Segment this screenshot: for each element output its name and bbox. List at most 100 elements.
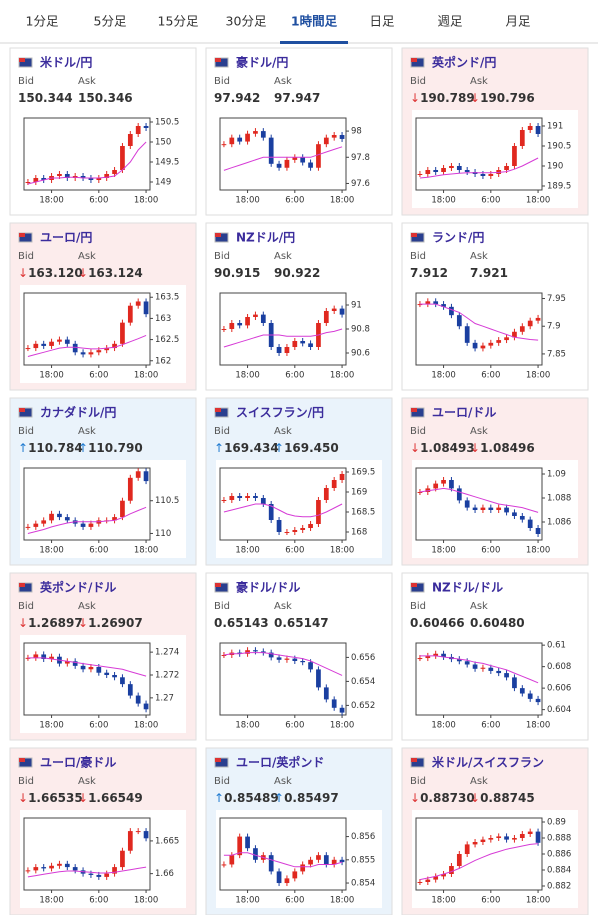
bid-number: 0.65143	[214, 616, 269, 630]
pair-name[interactable]: 豪ドル/円	[236, 55, 288, 70]
pair-name[interactable]: カナダドル/円	[40, 405, 116, 420]
flag	[410, 232, 425, 243]
bid-value: 7.912	[410, 266, 448, 280]
candle	[441, 304, 446, 307]
bid-label: Bid	[18, 76, 34, 87]
x-tick-label: 18:00	[330, 196, 355, 206]
x-tick-label: 18:00	[235, 196, 260, 206]
tab[interactable]: 1時間足	[291, 14, 338, 29]
moving-average	[27, 506, 147, 534]
bid-number: 0.85489	[224, 791, 279, 805]
candle	[80, 176, 86, 178]
tab[interactable]: 15分足	[158, 14, 199, 29]
ask-number: 110.790	[88, 441, 143, 455]
tab[interactable]: 5分足	[94, 14, 127, 29]
rate-panel[interactable]: 豪ドル/ドル Bid Ask 0.65143 0.65147 0.652 0.654 0.65…	[205, 572, 393, 741]
tab[interactable]: 週足	[437, 14, 463, 29]
rate-panel[interactable]: 米ドル/円 Bid Ask 150.344 150.346 149 149.5 150 150.…	[9, 47, 197, 216]
y-tick-label: 0.855	[351, 855, 375, 865]
x-tick-label: 6:00	[285, 546, 304, 556]
pair-name[interactable]: 豪ドル/ドル	[236, 580, 300, 595]
candle	[33, 867, 39, 871]
ask-label: Ask	[470, 76, 488, 87]
rate-panel[interactable]: NZドル/円 Bid Ask 90.915 90.922 90.6 90.8 91 18:00 6…	[205, 222, 393, 391]
candle	[57, 339, 62, 342]
candle	[229, 323, 235, 329]
candle	[323, 687, 329, 700]
candle	[284, 159, 290, 168]
pair-name[interactable]: ユーロ/円	[40, 231, 92, 245]
ask-label: Ask	[78, 76, 96, 87]
x-tick-label: 18:00	[431, 896, 456, 906]
candle	[143, 831, 149, 839]
candle	[72, 867, 78, 871]
y-tick-label: 163	[155, 314, 171, 324]
candle	[276, 347, 282, 353]
plot-frame	[415, 292, 543, 366]
x-tick-label: 18:00	[330, 896, 355, 906]
pair-name[interactable]: スイスフラン/円	[236, 406, 324, 420]
candle	[237, 836, 243, 856]
candle	[229, 137, 235, 145]
candle	[496, 670, 502, 674]
candle	[127, 477, 133, 501]
pair-name[interactable]: ユーロ/英ポンド	[236, 755, 324, 770]
y-tick-label: 0.61	[547, 641, 566, 651]
candle	[112, 675, 117, 678]
direction-arrow: ↓	[470, 441, 480, 455]
rate-panel[interactable]: ランド/円 Bid Ask 7.912 7.921 7.85 7.9 7.95 18:00 6:0…	[401, 222, 589, 391]
candle	[316, 669, 321, 688]
pair-name[interactable]: ユーロ/ドル	[432, 406, 496, 420]
pair-name[interactable]: NZドル/ドル	[432, 581, 503, 595]
direction-arrow: ↓	[470, 791, 480, 805]
tab[interactable]: 30分足	[226, 14, 267, 29]
x-tick-label: 18:00	[235, 721, 260, 731]
chart-box	[20, 285, 186, 383]
candle	[504, 337, 509, 341]
tab[interactable]: 月足	[505, 14, 531, 29]
rate-panel[interactable]: 豪ドル/円 Bid Ask 97.942 97.947 97.6 97.8 98 18:00 6:…	[205, 47, 393, 216]
candle	[33, 343, 39, 349]
candle	[464, 661, 470, 665]
candle	[308, 524, 313, 528]
candle	[417, 658, 423, 660]
candle	[135, 831, 141, 833]
candle	[339, 859, 345, 863]
candle	[33, 523, 39, 527]
pair-name[interactable]: ランド/円	[432, 231, 484, 245]
x-tick-label: 18:00	[526, 896, 551, 906]
pair-name[interactable]: 米ドル/スイスフラン	[432, 755, 544, 770]
ask-value: ↓1.26907	[78, 616, 143, 630]
flag	[411, 58, 417, 62]
pair-name[interactable]: NZドル/円	[236, 231, 295, 245]
candle	[253, 131, 258, 134]
candle	[245, 317, 250, 326]
tab[interactable]: 日足	[369, 14, 395, 29]
pair-name[interactable]: 英ポンド/円	[432, 55, 496, 70]
candle	[441, 874, 446, 877]
candle	[120, 322, 125, 344]
direction-arrow: ↓	[410, 441, 420, 455]
tab[interactable]: 1分足	[26, 14, 59, 29]
ask-number: 0.65147	[274, 616, 329, 630]
candle	[512, 331, 517, 338]
plot-frame	[415, 467, 543, 541]
pair-name[interactable]: 米ドル/円	[40, 55, 92, 70]
candle	[464, 500, 470, 508]
ask-value: ↓1.08496	[470, 441, 535, 455]
rate-panel[interactable]: NZドル/ドル Bid Ask 0.60466 0.60480 0.604 0.606 0.6…	[401, 572, 589, 741]
candle	[88, 352, 94, 355]
pair-name[interactable]: 英ポンド/ドル	[40, 580, 116, 595]
pair-name[interactable]: ユーロ/豪ドル	[40, 755, 116, 770]
bid-label: Bid	[214, 426, 230, 437]
